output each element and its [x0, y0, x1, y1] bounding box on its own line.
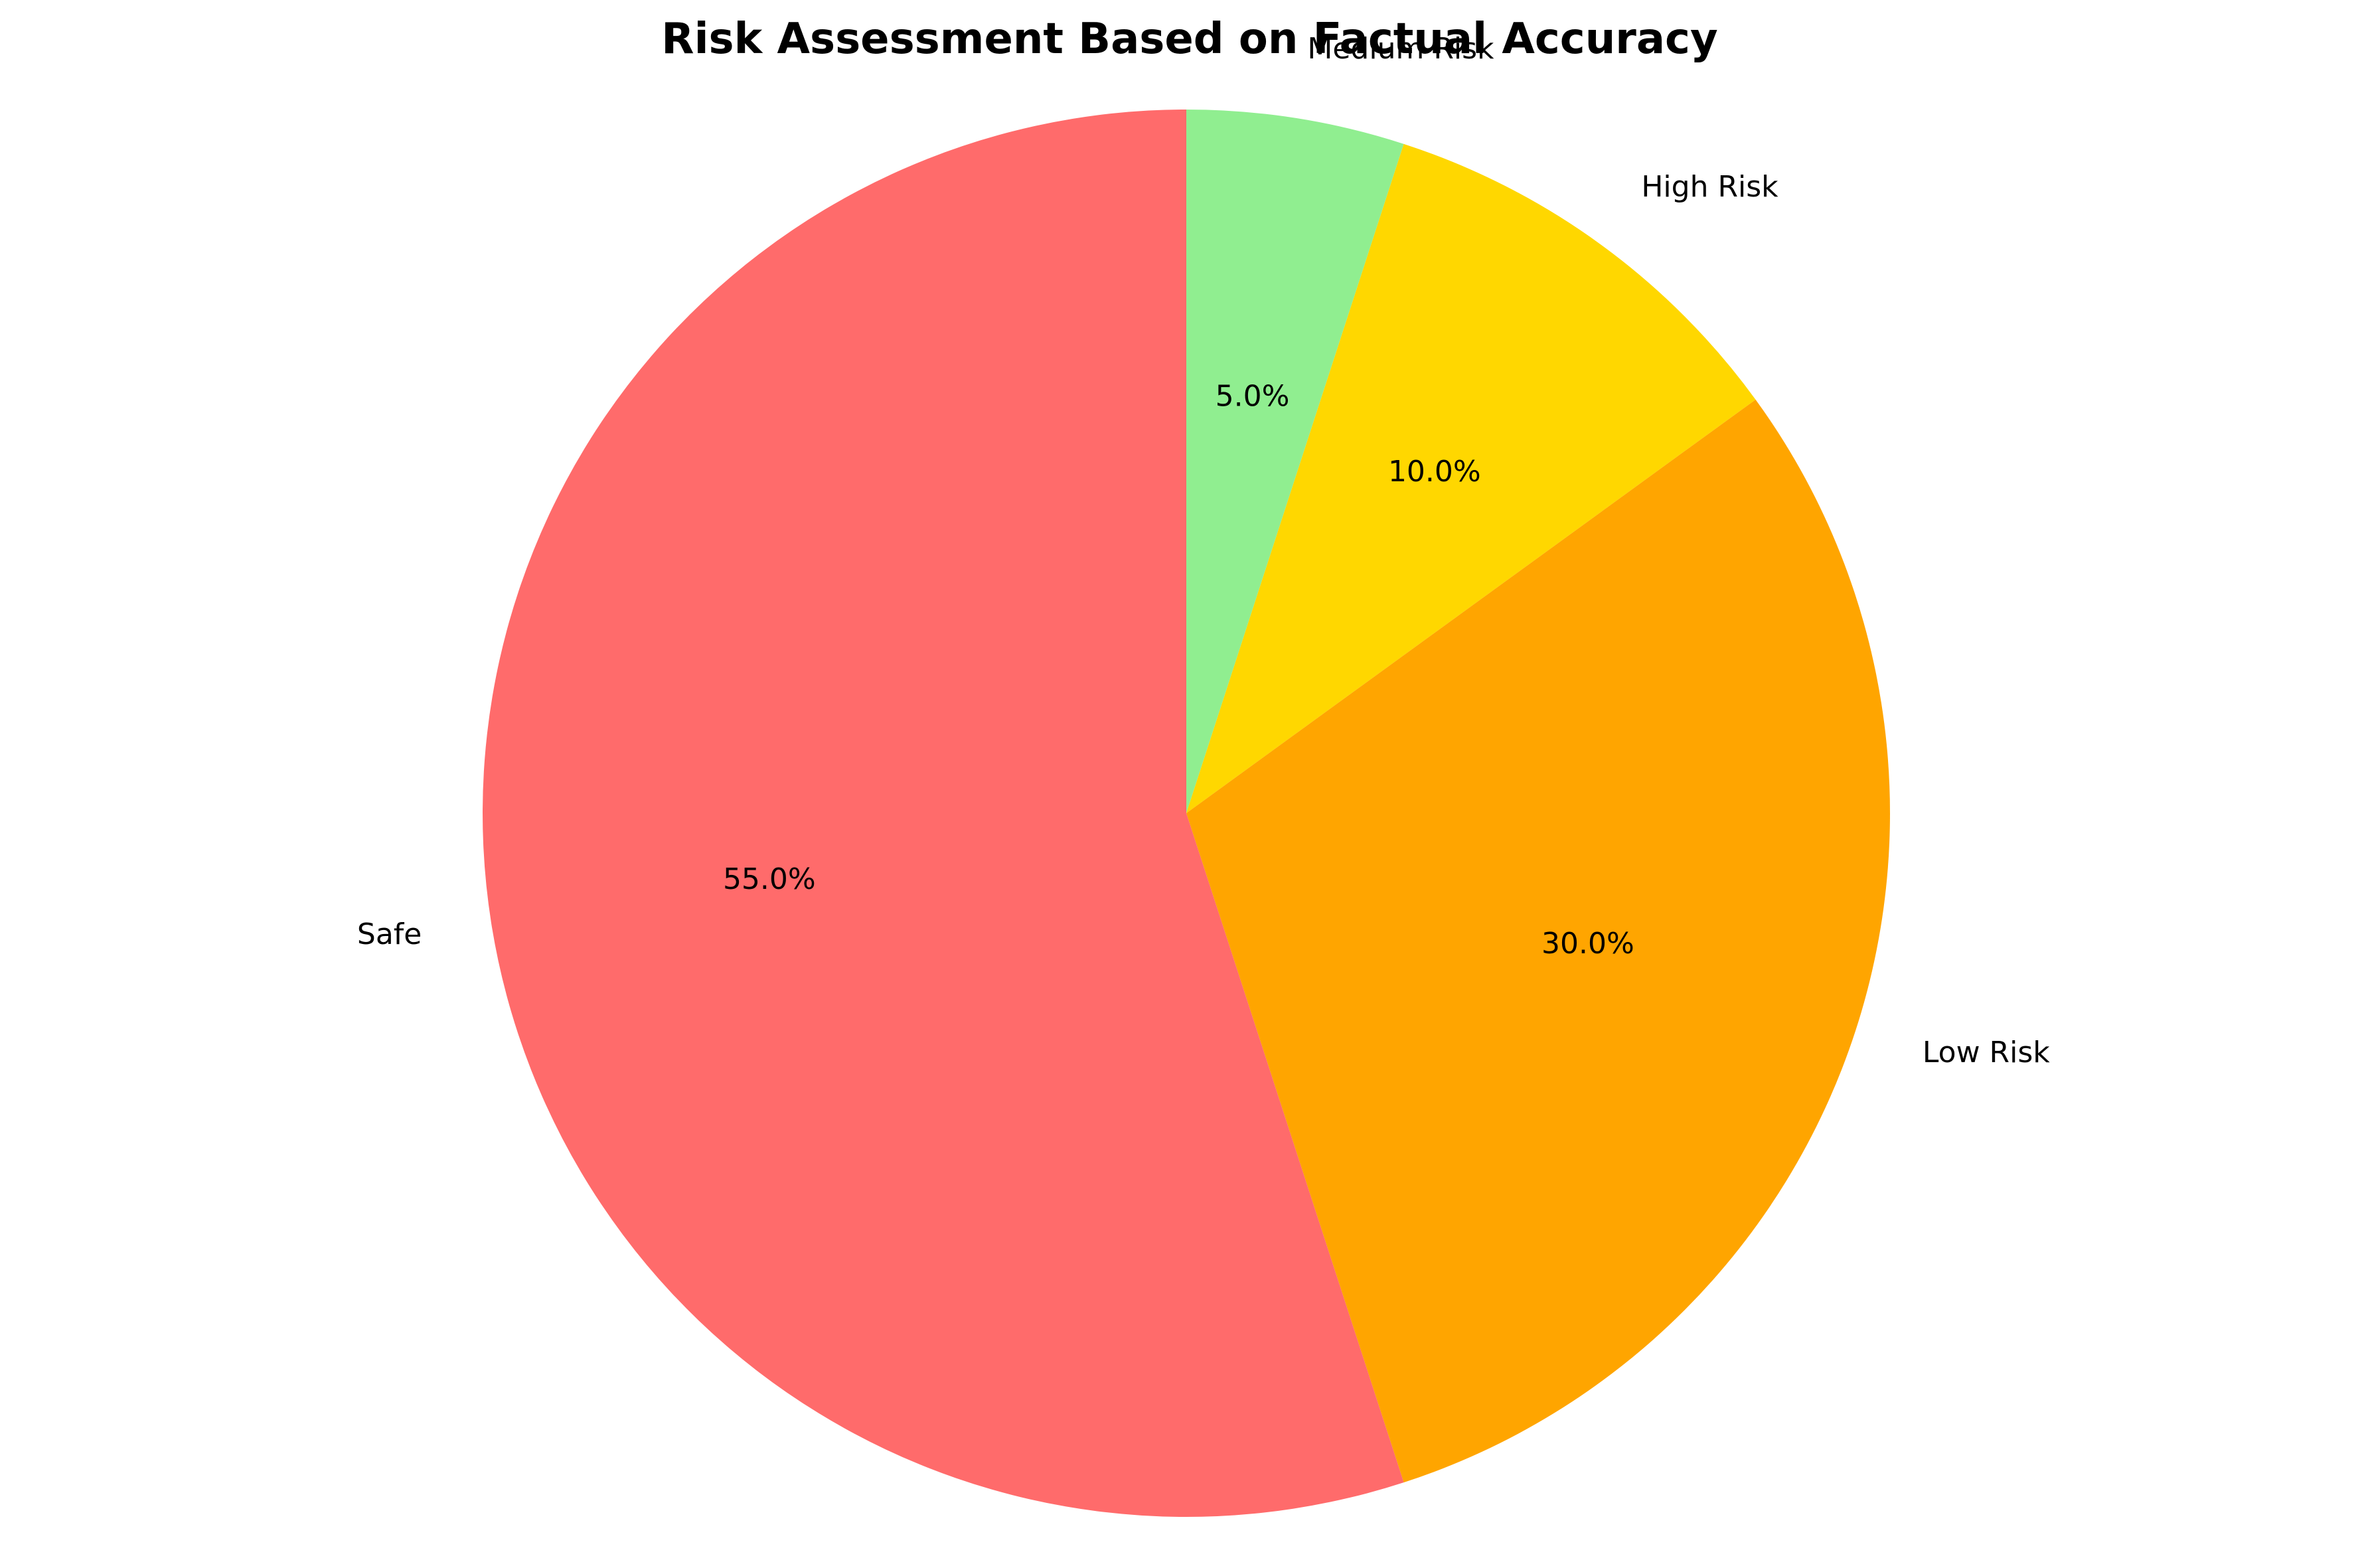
pct-label-high-risk: 10.0% [1388, 455, 1481, 489]
pie-slice-medium-risk [1186, 110, 1404, 813]
pie-slice-low-risk [1186, 399, 1890, 1483]
slice-label-high-risk: High Risk [1641, 170, 1778, 204]
pct-label-low-risk: 30.0% [1541, 927, 1634, 961]
pie-slice-safe [482, 110, 1404, 1517]
pct-label-medium-risk: 5.0% [1216, 379, 1290, 413]
chart-title: Risk Assessment Based on Factual Accurac… [661, 15, 1717, 64]
pct-label-safe: 55.0% [723, 862, 816, 896]
slice-label-safe: Safe [357, 917, 422, 951]
pie-slice-high-risk [1186, 143, 1756, 813]
pie-labels: Medium Risk 5.0% High Risk 10.0% Low Risk 30.… [357, 32, 2050, 1069]
slice-label-low-risk: Low Risk [1923, 1036, 2050, 1069]
slice-label-medium-risk: Medium Risk [1307, 32, 1494, 66]
pie-slices [482, 110, 1890, 1517]
